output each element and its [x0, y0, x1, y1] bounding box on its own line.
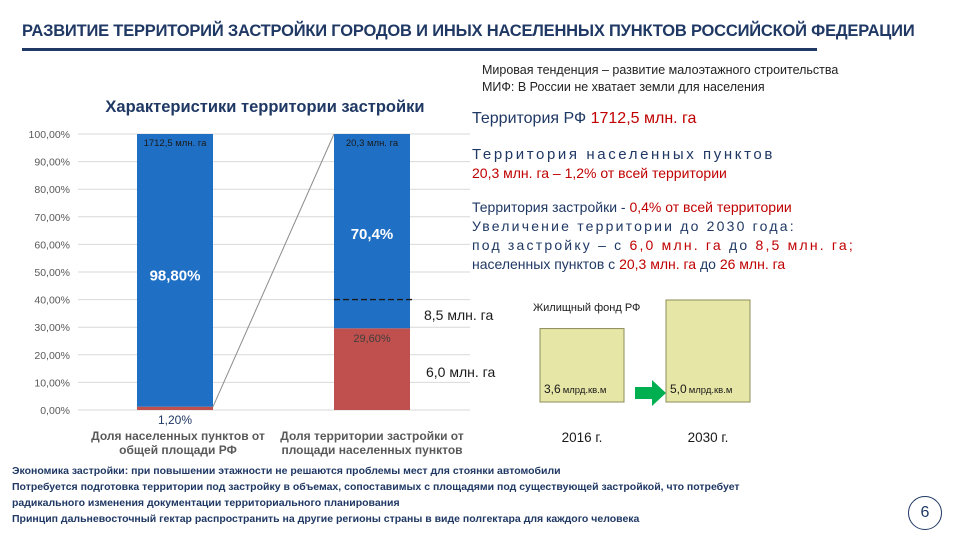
y-tick-label: 70,00%: [34, 212, 70, 224]
y-tick-label: 60,00%: [34, 239, 70, 251]
bar-segment: [137, 406, 213, 410]
side-note-line1: Мировая тенденция – развитие малоэтажног…: [482, 63, 839, 77]
housing-bar: [665, 299, 751, 403]
data-label: 1,20%: [158, 413, 192, 427]
territory-settlements-label: Территория населенных пунктов: [472, 146, 775, 163]
territory-rf-label: Территория РФ: [472, 110, 591, 127]
housing-bars: 3,6 млрд.кв.м 2016 г. 5,0 млрд.кв.м 2030 г.: [539, 299, 751, 445]
territory-development: Территория застройки - 0,4% от всей терр…: [472, 198, 855, 274]
y-tick-label: 80,00%: [34, 184, 70, 196]
connector-line: [212, 133, 335, 407]
y-tick-label: 0,00%: [40, 405, 70, 417]
note-line: Принцип дальневосточный гектар распростр…: [12, 513, 640, 525]
bar-segment: [334, 328, 410, 410]
housing-stock-chart: Жилищный фонд РФ 3,6 млрд.кв.м 2016 г. 5,0 м…: [533, 299, 751, 445]
territory-development-value: 0,4% от всей территории: [629, 199, 792, 215]
stacked-bar-chart: Характеристики территории застройки 0,00…: [29, 98, 470, 457]
growth-line-settlements: населенных пунктов с 20,3 млн. га до 26 …: [472, 256, 786, 272]
chart-title: Характеристики территории застройки: [105, 98, 424, 116]
y-tick-label: 90,00%: [34, 157, 70, 169]
page-number: 6: [908, 496, 942, 530]
data-label: 29,60%: [353, 333, 391, 345]
note-line: радикального изменения документации терр…: [12, 497, 400, 509]
page-title: РАЗВИТИЕ ТЕРРИТОРИЙ ЗАСТРОЙКИ ГОРОДОВ И …: [22, 22, 915, 40]
housing-value-label: 5,0 млрд.кв.м: [670, 382, 732, 396]
note-line: Экономика застройки: при повышении этажн…: [12, 465, 561, 477]
housing-year-label: 2016 г.: [562, 430, 603, 445]
y-tick-label: 100,00%: [29, 129, 70, 141]
future-development-label: 8,5 млн. га: [424, 307, 494, 323]
bottom-notes: Экономика застройки: при повышении этажн…: [12, 463, 740, 527]
data-label: 98,80%: [150, 267, 201, 284]
bar-segment: [137, 134, 213, 407]
housing-chart-title: Жилищный фонд РФ: [533, 302, 640, 314]
data-label: 70,4%: [351, 226, 394, 243]
x-category-label: Доля населенных пунктов от: [91, 429, 265, 443]
territory-rf: Территория РФ 1712,5 млн. га: [472, 110, 696, 128]
note-line: Потребуется подготовка территории под за…: [12, 481, 740, 493]
bar-segment: [334, 134, 410, 329]
y-tick-label: 20,00%: [34, 350, 70, 362]
housing-value-label: 3,6 млрд.кв.м: [544, 382, 606, 396]
x-category-label: площади населенных пунктов: [281, 443, 462, 457]
territory-development-label: Территория застройки -: [472, 199, 630, 215]
housing-bar: [539, 328, 625, 403]
bar-top-label: 20,3 млн. га: [346, 138, 399, 149]
side-note-line2: МИФ: В России не хватает земли для насел…: [482, 80, 765, 94]
y-tick-label: 40,00%: [34, 295, 70, 307]
growth-heading: Увеличение территории до 2030 года:: [472, 218, 796, 234]
territory-settlements-value: 20,3 млн. га – 1,2% от всей территории: [472, 165, 727, 181]
title-underline: [22, 48, 817, 51]
growth-arrow-icon: [635, 380, 666, 406]
territory-rf-value: 1712,5 млн. га: [590, 110, 697, 127]
current-development-label: 6,0 млн. га: [426, 364, 496, 380]
territory-settlements: Территория населенных пунктов 20,3 млн. …: [472, 145, 775, 183]
growth-line-development: под застройку – с 6,0 млн. га до 8,5 млн…: [472, 237, 855, 253]
x-category-label: общей площади РФ: [119, 443, 237, 457]
y-axis: 0,00% 10,00% 20,00% 30,00% 40,00% 50,00% 60,00…: [29, 129, 70, 417]
bar-top-label: 1712,5 млн. га: [144, 138, 208, 149]
side-note: Мировая тенденция – развитие малоэтажног…: [482, 62, 838, 96]
y-tick-label: 10,00%: [34, 377, 70, 389]
y-tick-label: 50,00%: [34, 267, 70, 279]
chart-gridlines: [78, 133, 470, 411]
x-category-label: Доля территории застройки от: [280, 429, 464, 443]
housing-year-label: 2030 г.: [688, 430, 729, 445]
chart-bars: 1,20% 29,60% 98,80% 70,4% 1712,5 млн. га 20,3…: [137, 133, 412, 427]
y-tick-label: 30,00%: [34, 322, 70, 334]
